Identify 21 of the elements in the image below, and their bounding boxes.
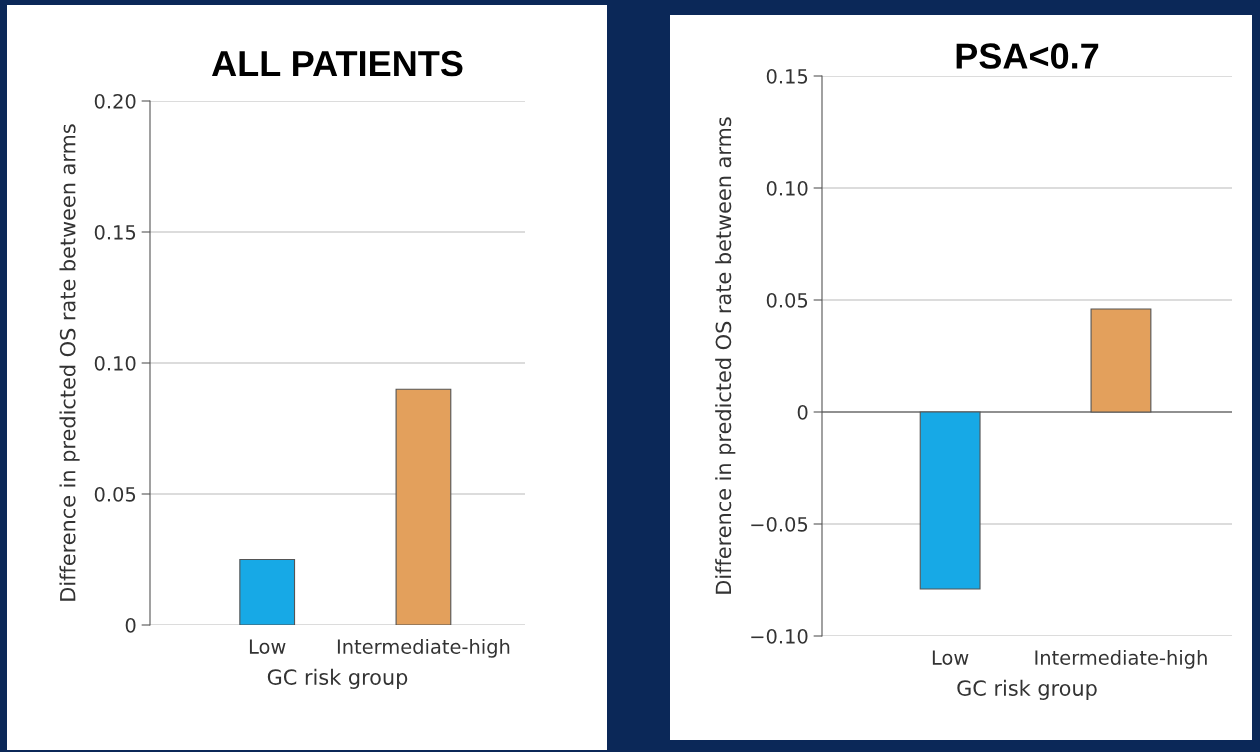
y-tick-label: −0.05 — [751, 516, 808, 532]
y-tick-label: 0.15 — [766, 68, 808, 84]
y-tick-label: 0.10 — [94, 355, 136, 371]
x-axis-title: GC risk group — [957, 679, 1097, 700]
y-tick-label: 0 — [797, 404, 808, 420]
chart-title: PSA<0.7 — [956, 43, 1099, 69]
chart-title: ALL PATIENTS — [211, 50, 463, 77]
y-axis-title: Difference in predicted OS rate between arms — [715, 117, 736, 594]
y-tick-label: 0.10 — [766, 180, 808, 196]
x-tick-label: Low — [249, 639, 286, 654]
y-tick-label: 0 — [125, 617, 136, 633]
x-tick-label: Intermediate-high — [337, 638, 510, 658]
y-axis-title: Difference in predicted OS rate between arms — [59, 124, 80, 601]
y-tick-label: 0.15 — [94, 224, 136, 240]
y-tick-label: 0.20 — [94, 93, 136, 109]
x-tick-label: Low — [932, 650, 969, 665]
x-axis-title: GC risk group — [267, 668, 408, 689]
y-tick-label: −0.10 — [751, 628, 808, 644]
y-tick-label: 0.05 — [94, 486, 136, 502]
y-tick-label: 0.05 — [766, 292, 808, 308]
x-tick-label: Intermediate-high — [1035, 649, 1207, 669]
